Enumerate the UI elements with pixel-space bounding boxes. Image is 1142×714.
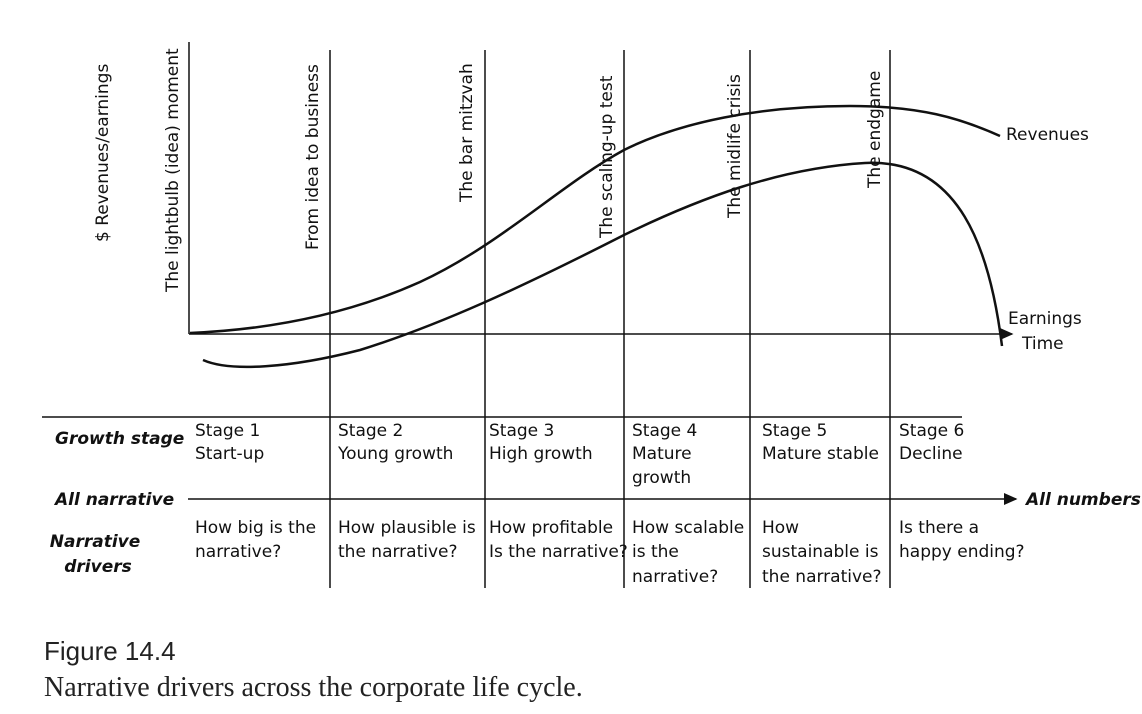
earnings-label: Earnings xyxy=(1008,309,1082,329)
y-axis-label: $ Revenues/earnings xyxy=(93,64,113,242)
stage-1-label: Stage 1 xyxy=(195,421,260,441)
stage-5-name: Mature stable xyxy=(762,444,879,464)
stage-6-driver: Is there a happy ending? xyxy=(899,518,1025,562)
milestone-label-1: The lightbulb (idea) moment xyxy=(163,48,183,293)
figure-caption: Narrative drivers across the corporate l… xyxy=(44,672,583,703)
stage-2-name: Young growth xyxy=(337,444,453,464)
time-label: Time xyxy=(1021,334,1064,354)
all-narrative-header: All narrative xyxy=(53,490,174,510)
milestone-label-5: The midlife crisis xyxy=(725,74,745,219)
stage-3-driver: How profitable Is the narrative? xyxy=(489,518,628,562)
stage-5-driver: How sustainable is the narrative? xyxy=(762,518,884,587)
stage-4-label: Stage 4 xyxy=(632,421,697,441)
all-numbers-header: All numbers xyxy=(1024,490,1141,510)
revenues-label: Revenues xyxy=(1006,125,1089,145)
revenues-curve xyxy=(189,104,1001,335)
milestone-label-6: The endgame xyxy=(865,71,885,189)
stage-4-driver: How scalable is the narrative? xyxy=(632,518,750,587)
earnings-curve xyxy=(202,161,1004,369)
milestone-label-4: The scaling-up test xyxy=(597,75,617,239)
growth-stage-header: Growth stage xyxy=(55,429,184,449)
stage-6-label: Stage 6 xyxy=(899,421,964,441)
stage-1-name: Start-up xyxy=(195,444,264,464)
figure-number: Figure 14.4 xyxy=(44,636,176,666)
stage-1-driver: How big is the narrative? xyxy=(195,518,322,562)
milestone-label-3: The bar mitzvah xyxy=(457,63,477,203)
narrative-drivers-header: Narrative drivers xyxy=(50,532,146,577)
stage-3-name: High growth xyxy=(489,444,593,464)
stage-5-label: Stage 5 xyxy=(762,421,827,441)
stage-3-label: Stage 3 xyxy=(489,421,554,441)
stage-2-driver: How plausible is the narrative? xyxy=(338,518,481,562)
stage-6-name: Decline xyxy=(899,444,963,464)
stage-4-name: Mature growth xyxy=(632,444,697,488)
stage-2-label: Stage 2 xyxy=(338,421,403,441)
milestone-label-2: From idea to business xyxy=(303,64,323,250)
